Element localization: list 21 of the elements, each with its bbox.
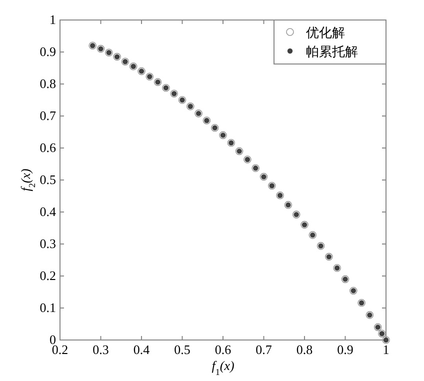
y-tick-label: 0.2 <box>40 268 56 283</box>
x-tick-label: 0.9 <box>337 342 354 357</box>
y-tick-label: 0.7 <box>40 108 56 123</box>
y-tick-label: 0.5 <box>40 172 56 187</box>
y-tick-label: 0.1 <box>40 300 56 315</box>
x-tick-label: 0.6 <box>214 342 232 357</box>
y-tick-label: 0.8 <box>40 76 56 91</box>
y-tick-label: 0.6 <box>40 140 56 155</box>
x-tick-label: 0.7 <box>256 342 272 357</box>
x-axis-title: f$_{1}$(x) <box>212 358 234 377</box>
y-tick-label: 0.4 <box>40 204 56 219</box>
y-tick-label: 0.3 <box>40 236 56 251</box>
x-tick-label: 0.8 <box>296 342 313 357</box>
x-tick-label: 0.5 <box>174 342 190 357</box>
x-tick-label: 0.4 <box>133 342 150 357</box>
legend-label: 帕累托解 <box>306 45 358 60</box>
x-tick-label: 1 <box>382 342 390 357</box>
y-tick-label: 0.9 <box>40 44 56 59</box>
legend-label: 优化解 <box>306 26 345 41</box>
y-tick-label: 1 <box>50 12 56 27</box>
x-tick-label: 0.3 <box>92 342 109 357</box>
